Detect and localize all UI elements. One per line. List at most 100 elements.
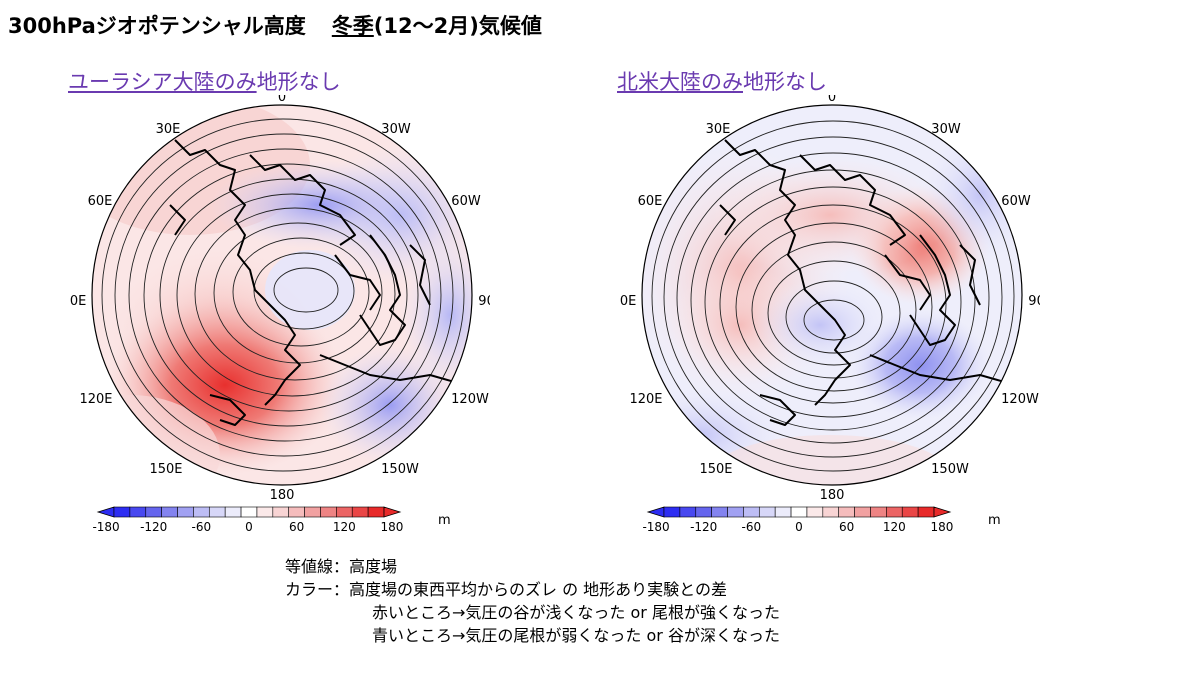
colorbar-eurasia: -180 -120 -60 0 60 120 180 [92, 506, 403, 534]
colorbar-swatch [901, 506, 919, 518]
lon-label: 30W [931, 122, 961, 137]
colorbar-tick-label: 0 [245, 520, 253, 534]
lon-label: 150W [931, 462, 969, 477]
lon-label: 120E [79, 392, 112, 407]
colorbar-swatch [790, 506, 808, 518]
title-months: (12～2月)気候値 [373, 14, 542, 38]
colorbar-tick-label: 0 [795, 520, 803, 534]
lon-label: 150E [149, 462, 182, 477]
lon-label: 180 [820, 488, 845, 503]
colorbar-swatch [663, 506, 681, 518]
colorbar-swatch [679, 506, 697, 518]
colorbar-tick-label: 180 [930, 520, 953, 534]
map-namerica-boundary [641, 104, 1023, 486]
colorbar-swatch [774, 506, 792, 518]
colorbar-unit: m [438, 513, 451, 528]
colorbar-tick-label: 60 [839, 520, 854, 534]
colorbar-swatch [256, 506, 274, 518]
panel-title-namerica-rest: 地形なし [743, 70, 827, 94]
note-blue: 青いところ→気圧の尾根が弱くなった or 谷が深くなった [372, 626, 780, 645]
colorbar-tick-label: -180 [92, 520, 119, 534]
colorbar-namerica: -180 -120 -60 0 60 120 180 [642, 506, 953, 534]
colorbar-swatch [351, 506, 369, 518]
colorbar-swatch [758, 506, 776, 518]
colorbar-swatch [320, 506, 337, 518]
panel-title-namerica-underlined: 北米大陸のみ [617, 70, 743, 94]
colorbar-swatch [806, 506, 824, 518]
colorbar-swatch [917, 506, 935, 518]
map-eurasia-boundary [91, 104, 473, 486]
lon-label: 0 [828, 95, 836, 105]
colorbar-arrow-left [96, 506, 115, 518]
colorbar-swatch [193, 506, 210, 518]
map-namerica: 0 30E 30W 60E 60W 90E 90W 120E 120W 150E… [620, 95, 1040, 534]
colorbar-swatch [711, 506, 728, 518]
lon-label: 0 [278, 95, 286, 105]
colorbar-swatch [129, 506, 147, 518]
lon-label: 180 [270, 488, 295, 503]
colorbar-tick-label: -60 [742, 520, 762, 534]
colorbar-swatch [886, 506, 903, 518]
colorbar-swatch [695, 506, 712, 518]
colorbar-swatch [113, 506, 131, 518]
lon-label: 90W [1028, 294, 1040, 309]
colorbar-tick-label: -120 [140, 520, 167, 534]
lon-label: 30E [156, 122, 181, 137]
colorbar-swatch [870, 506, 887, 518]
lon-label: 90W [478, 294, 490, 309]
colorbar-swatch [336, 506, 353, 518]
lon-label: 120E [629, 392, 662, 407]
map-eurasia: 0 30E 30W 60E 60W 90E 90W 120E 120W 150E… [70, 95, 490, 534]
lon-label: 120W [451, 392, 489, 407]
lon-label: 90E [70, 294, 86, 309]
colorbar-unit: m [988, 513, 1001, 528]
panel-title-eurasia: ユーラシア大陸のみ地形なし [68, 66, 341, 96]
colorbar-swatch [822, 506, 840, 518]
colorbar-tick-label: 120 [883, 520, 906, 534]
colorbar-swatch [224, 506, 242, 518]
colorbar-tick-label: -60 [192, 520, 212, 534]
colorbar-swatch [272, 506, 290, 518]
lon-label: 30W [381, 122, 411, 137]
colorbar-tick-label: 180 [380, 520, 403, 534]
lon-label: 150W [381, 462, 419, 477]
lon-label: 60W [451, 194, 481, 209]
colorbar-swatch [177, 506, 194, 518]
colorbar-arrow-right [933, 506, 952, 518]
page-title: 300hPaジオポテンシャル高度 冬季(12～2月)気候値 [8, 10, 542, 40]
colorbar-swatch [208, 506, 226, 518]
lon-label: 60E [88, 194, 113, 209]
map-namerica-lon-labels: 0 30E 30W 60E 60W 90E 90W 120E 120W 150E… [620, 95, 1040, 503]
colorbar-arrow-right [383, 506, 402, 518]
lon-label: 60W [1001, 194, 1031, 209]
colorbar-swatch [838, 506, 855, 518]
colorbar-swatch [727, 506, 744, 518]
map-eurasia-shading [92, 105, 472, 485]
colorbar-arrow-left [646, 506, 665, 518]
lon-label: 60E [638, 194, 663, 209]
lon-label: 30E [706, 122, 731, 137]
panel-title-eurasia-underlined: ユーラシア大陸のみ [68, 70, 257, 94]
map-eurasia-lon-labels: 0 30E 30W 60E 60W 90E 90W 120E 120W 150E… [70, 95, 490, 503]
note-red: 赤いところ→気圧の谷が浅くなった or 尾根が強くなった [372, 603, 780, 622]
title-season: 冬季 [331, 14, 374, 38]
note-contour: 等値線：高度場 [285, 557, 398, 576]
lon-label: 90E [620, 294, 636, 309]
note-color: カラー：高度場の東西平均からのズレ の 地形あり実験との差 [285, 580, 728, 599]
colorbar-swatch [288, 506, 305, 518]
colorbar-swatch [854, 506, 871, 518]
colorbar-tick-label: 120 [333, 520, 356, 534]
colorbar-swatch [304, 506, 321, 518]
colorbar-tick-label: 60 [289, 520, 304, 534]
colorbar-tick-label: -180 [642, 520, 669, 534]
colorbar-tick-label: -120 [690, 520, 717, 534]
colorbar-swatch [240, 506, 258, 518]
colorbar-swatch [145, 506, 162, 518]
colorbar-swatch [161, 506, 178, 518]
lon-label: 150E [699, 462, 732, 477]
panel-title-eurasia-rest: 地形なし [256, 70, 341, 94]
colorbar-swatch [743, 506, 760, 518]
lon-label: 120W [1001, 392, 1039, 407]
colorbar-swatch [367, 506, 385, 518]
panel-title-namerica: 北米大陸のみ地形なし [617, 66, 827, 96]
